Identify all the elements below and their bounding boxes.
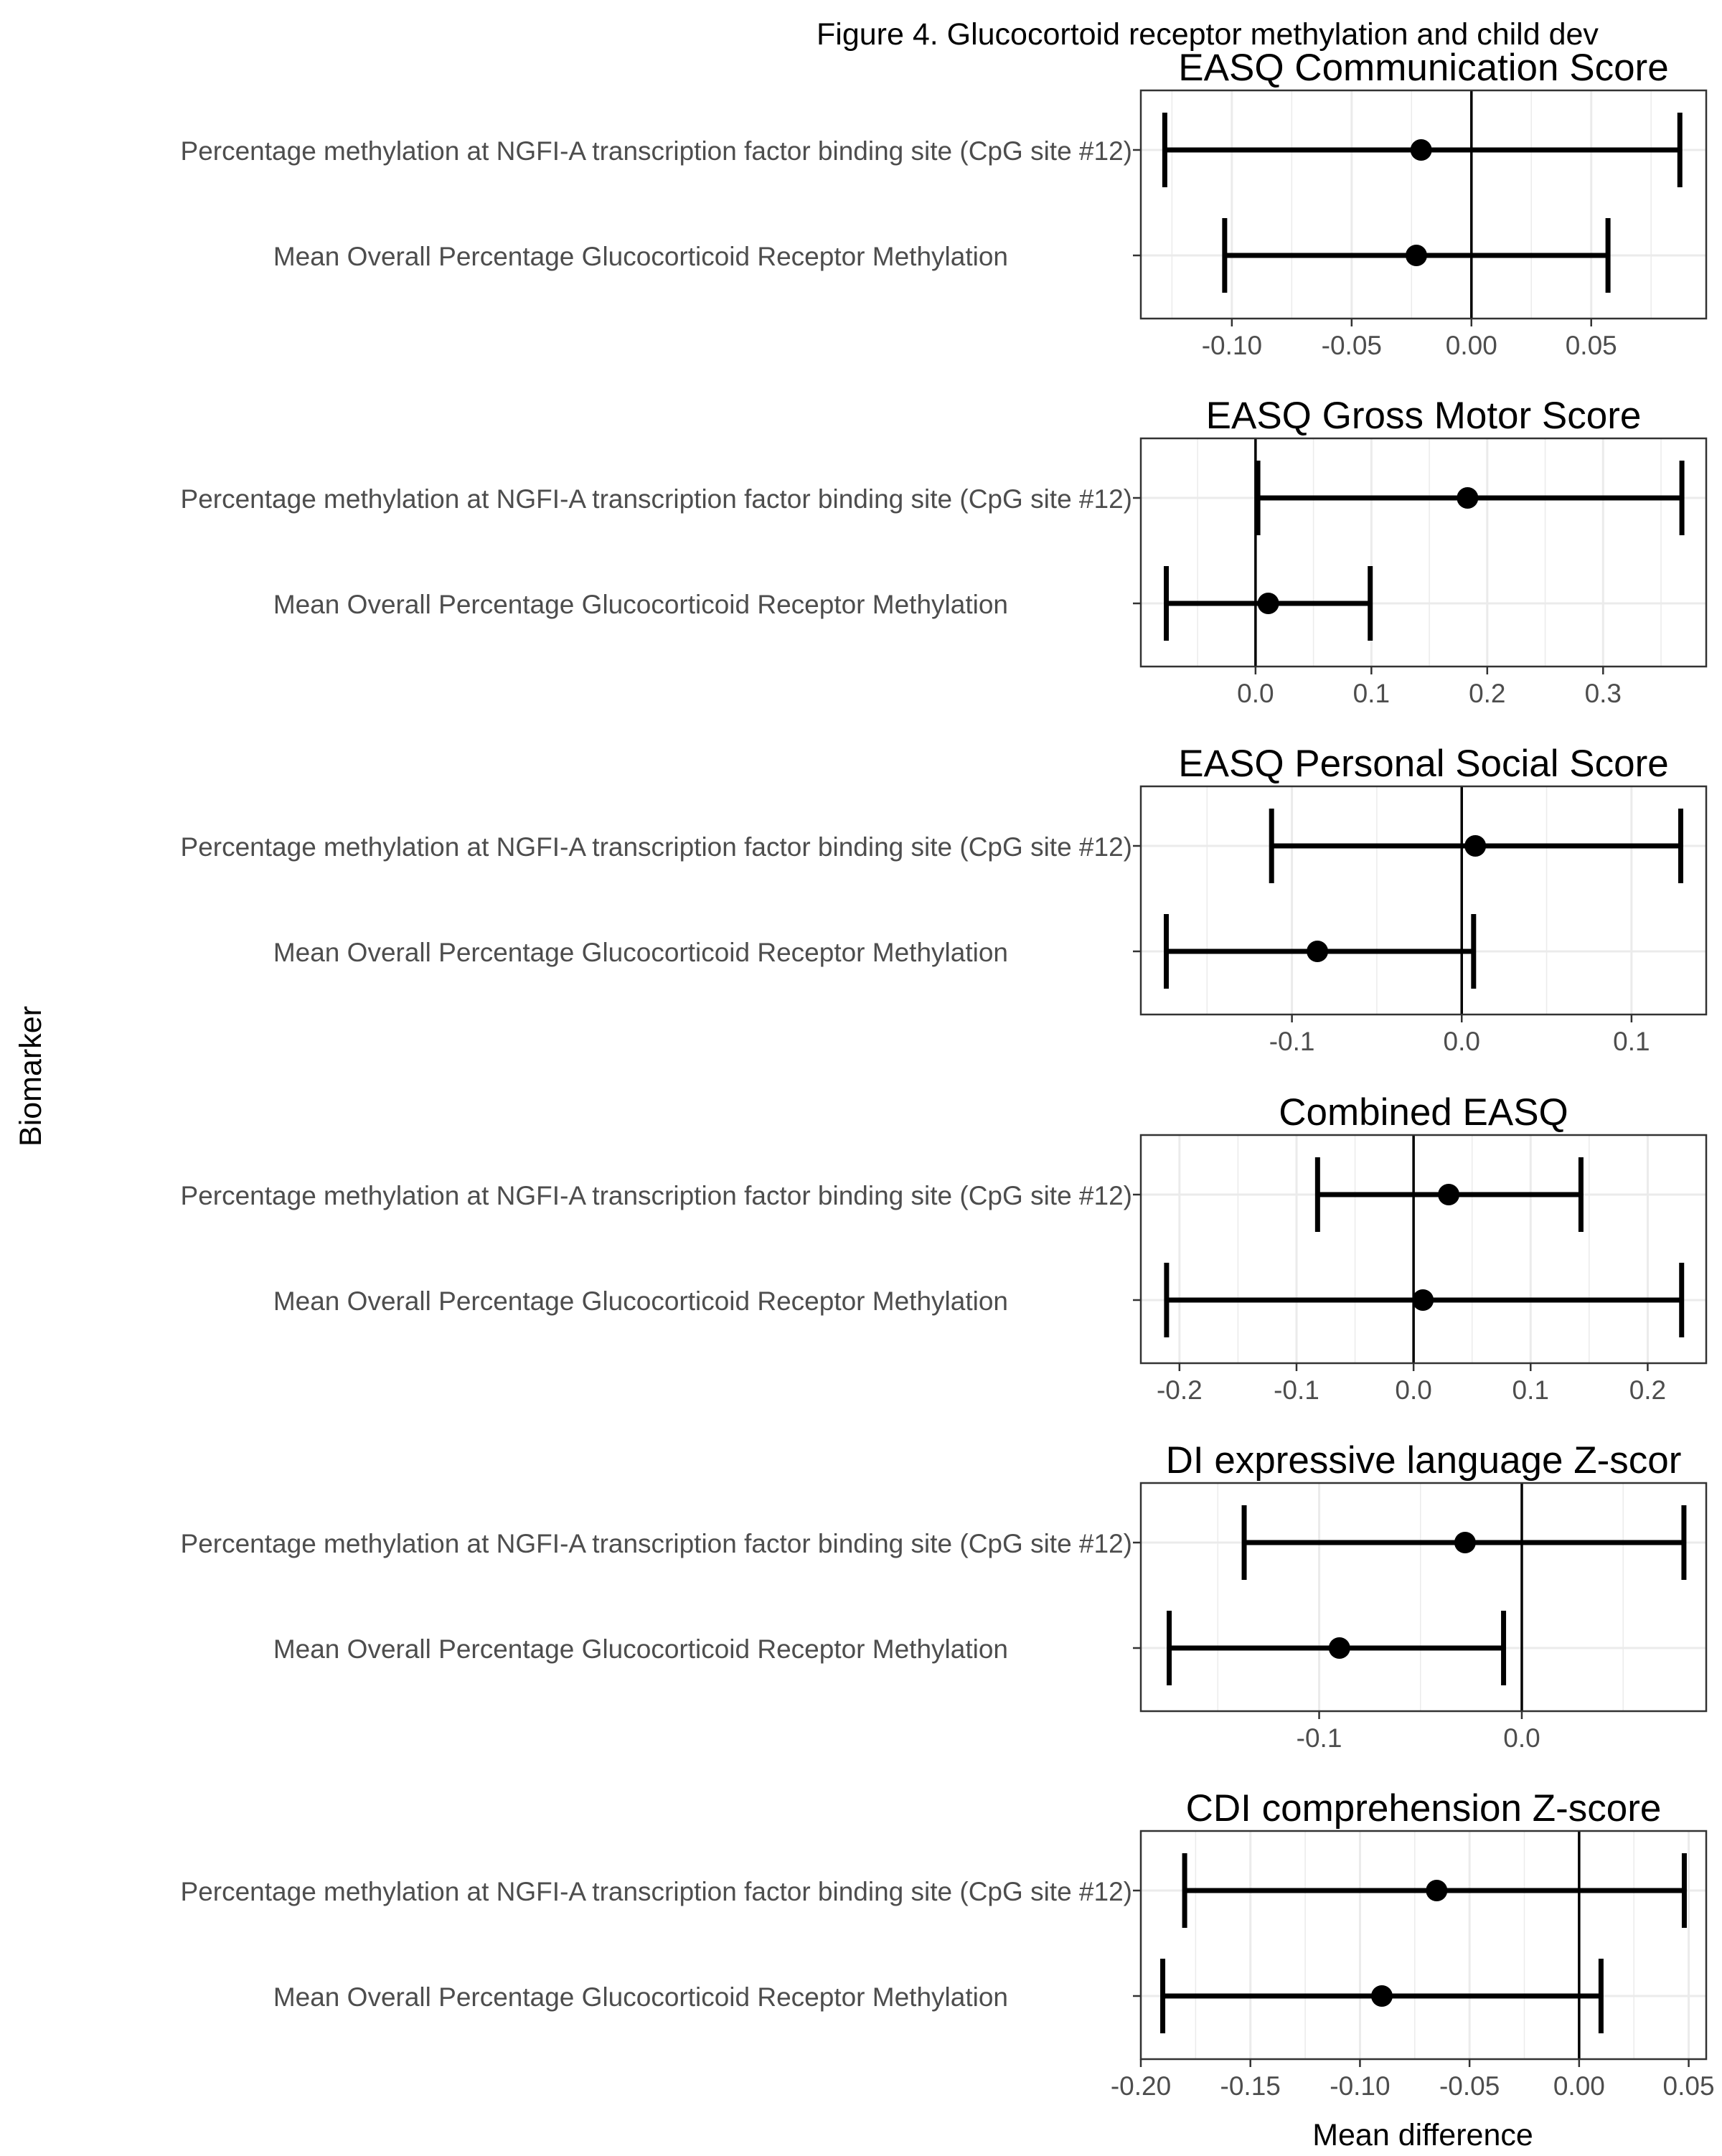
y-tick-label: Mean Overall Percentage Glucocorticoid R… [273,242,1008,271]
panel-3: EASQ Personal Social Score Percentage met… [181,743,1708,1056]
x-tick-label: 0.0 [1395,1375,1431,1405]
y-tick-label: Percentage methylation at NGFI-A transcr… [181,1877,1132,1906]
x-tick-label: 0.2 [1469,679,1505,708]
x-tick-label: 0.2 [1629,1375,1666,1405]
estimate-point [1412,1289,1434,1311]
x-tick-label: -0.05 [1322,331,1382,360]
estimate-point [1257,593,1279,614]
x-tick-label: -0.20 [1111,2071,1171,2101]
y-tick-label: Percentage methylation at NGFI-A transcr… [181,1529,1132,1558]
estimate-point [1454,1532,1476,1553]
y-tick-label: Percentage methylation at NGFI-A transcr… [181,484,1132,514]
x-axis-label: Mean difference [1312,2118,1533,2152]
x-tick-label: 0.1 [1353,679,1390,708]
y-tick-label: Mean Overall Percentage Glucocorticoid R… [273,1982,1008,2012]
panel-border [1139,785,1708,1016]
panel-border [1139,1830,1708,2061]
panel-6: CDI comprehension Z-score Percentage meth… [181,1787,1715,2101]
panel-title: DI expressive language Z-scor [1166,1439,1682,1482]
x-tick-label: 0.00 [1553,2071,1605,2101]
x-tick-label: 0.05 [1663,2071,1715,2101]
figure-title: Figure 4. Glucocortoid receptor methylat… [817,17,1599,52]
y-tick-label: Mean Overall Percentage Glucocorticoid R… [273,1634,1008,1664]
x-tick-label: 0.0 [1444,1027,1480,1056]
x-tick-label: 0.00 [1446,331,1497,360]
y-tick-label: Percentage methylation at NGFI-A transcr… [181,1181,1132,1210]
panel-title: EASQ Communication Score [1178,47,1668,89]
x-tick-label: -0.05 [1439,2071,1500,2101]
y-axis-label: Biomarker [14,1006,48,1147]
x-tick-label: 0.05 [1566,331,1617,360]
x-tick-label: -0.15 [1220,2071,1281,2101]
panel-title: EASQ Gross Motor Score [1206,395,1642,437]
estimate-point [1438,1184,1460,1205]
y-tick-label: Mean Overall Percentage Glucocorticoid R… [273,1286,1008,1316]
x-tick-label: 0.1 [1512,1375,1549,1405]
panel-border [1139,1482,1708,1713]
panel-4: Combined EASQ Percentage methylation at N… [181,1091,1708,1405]
estimate-point [1307,941,1329,962]
panel-border [1139,89,1708,320]
y-tick-label: Percentage methylation at NGFI-A transcr… [181,832,1132,862]
panel-border [1139,1134,1708,1365]
x-tick-label: -0.1 [1274,1375,1319,1405]
estimate-point [1464,835,1487,857]
x-tick-label: 0.1 [1613,1027,1650,1056]
estimate-point [1370,1985,1393,2007]
estimate-point [1405,245,1427,266]
panel-1: EASQ Communication Score Percentage methy… [181,47,1708,360]
x-tick-label: 0.0 [1503,1723,1540,1753]
panel-2: EASQ Gross Motor Score Percentage methyla… [181,395,1708,708]
y-tick-label: Mean Overall Percentage Glucocorticoid R… [273,938,1008,967]
x-tick-label: 0.3 [1585,679,1622,708]
panel-title: CDI comprehension Z-score [1186,1787,1662,1830]
x-tick-label: -0.1 [1269,1027,1315,1056]
panel-5: DI expressive language Z-scor Percentage … [181,1439,1708,1753]
x-tick-label: -0.2 [1157,1375,1203,1405]
panel-border [1139,437,1708,668]
panel-title: EASQ Personal Social Score [1178,743,1668,785]
estimate-point [1328,1637,1350,1659]
estimate-point [1410,139,1432,161]
panel-title: Combined EASQ [1279,1091,1568,1134]
x-tick-label: -0.10 [1202,331,1262,360]
estimate-point [1457,487,1479,509]
panels: EASQ Communication Score Percentage methy… [181,47,1715,2101]
x-tick-label: -0.1 [1297,1723,1342,1753]
estimate-point [1426,1880,1448,1901]
x-tick-label: 0.0 [1237,679,1274,708]
y-tick-label: Mean Overall Percentage Glucocorticoid R… [273,590,1008,619]
y-tick-label: Percentage methylation at NGFI-A transcr… [181,136,1132,166]
x-tick-label: -0.10 [1330,2071,1390,2101]
